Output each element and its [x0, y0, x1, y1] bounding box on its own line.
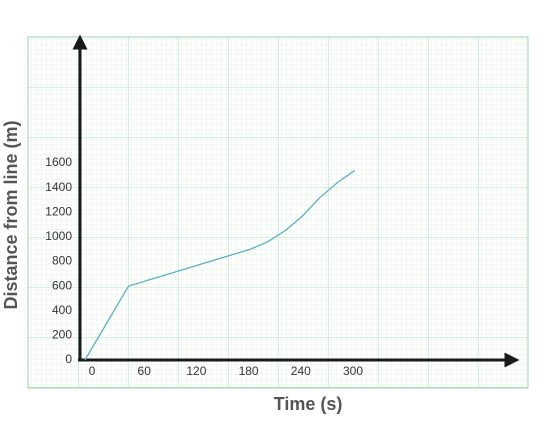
y-axis-title: Distance from line (m) — [1, 120, 21, 309]
y-tick-label: 200 — [52, 328, 72, 342]
x-tick-label: 240 — [291, 364, 311, 378]
y-tick-label: 1200 — [45, 204, 72, 218]
y-tick-label: 1600 — [45, 155, 72, 169]
y-tick-label: 400 — [52, 303, 72, 317]
y-tick-label: 1400 — [45, 180, 72, 194]
y-tick-label: 600 — [52, 278, 72, 292]
x-tick-label: 0 — [89, 364, 96, 378]
data-line — [84, 169, 356, 361]
y-tick-label: 0 — [65, 352, 72, 366]
x-tick-label: 120 — [186, 364, 206, 378]
y-tick-label: 1000 — [45, 229, 72, 243]
graph-paper — [27, 36, 529, 389]
x-tick-label: 300 — [343, 364, 363, 378]
x-axis-title: Time (s) — [274, 394, 343, 414]
x-tick-label: 180 — [239, 364, 259, 378]
x-tick-label: 60 — [138, 364, 152, 378]
y-tick-label: 800 — [52, 254, 72, 268]
